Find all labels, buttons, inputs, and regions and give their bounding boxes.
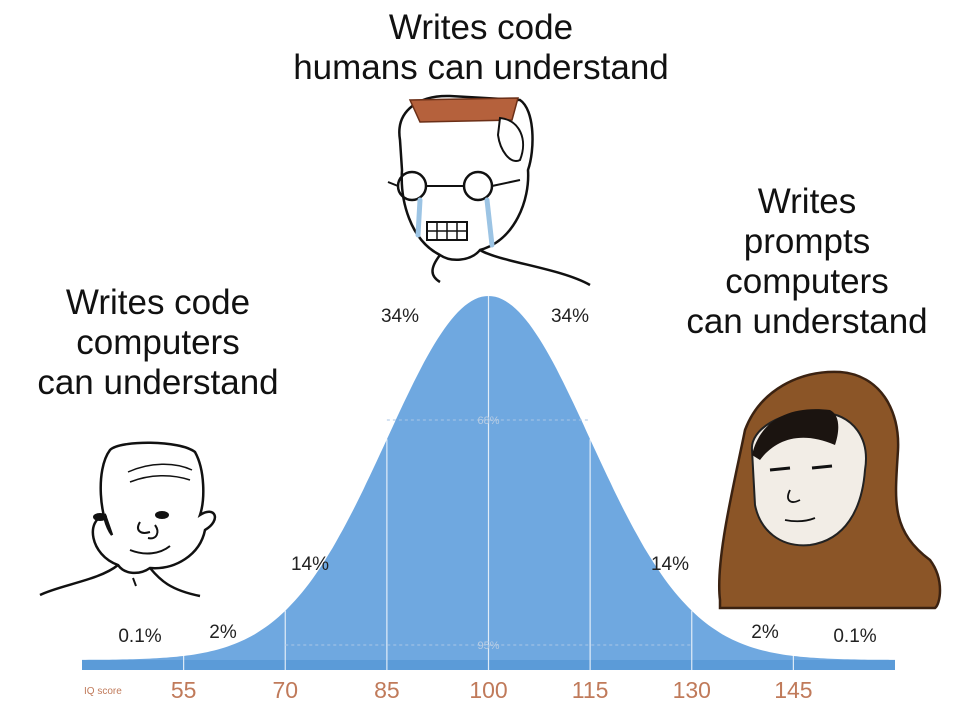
caption-line: Writes code xyxy=(388,8,574,47)
x-tick-label: 130 xyxy=(673,677,711,703)
band-percent-label: 0.1% xyxy=(833,626,876,647)
band-percent-label: 34% xyxy=(551,306,589,327)
caption-top-nerd: Writes code humans can understand xyxy=(0,8,962,88)
caption-line: humans can understand xyxy=(293,48,669,87)
interval-label: 68% xyxy=(477,415,499,427)
caption-right-hooded: Writes prompts computers can understand xyxy=(662,182,952,342)
band-percent-label: 2% xyxy=(751,622,779,643)
band-percent-label: 14% xyxy=(291,554,329,575)
x-tick-label: 70 xyxy=(272,677,298,703)
caption-line: computers xyxy=(76,323,240,362)
band-percent-label: 2% xyxy=(209,622,237,643)
band-percent-label: 0.1% xyxy=(118,626,161,647)
hooded-wojak-drawing xyxy=(718,370,942,610)
caption-line: can understand xyxy=(686,302,928,341)
caption-left-simple: Writes code computers can understand xyxy=(8,283,308,403)
interval-label: 95% xyxy=(477,640,499,652)
caption-line: can understand xyxy=(37,363,279,402)
band-percent-label: 14% xyxy=(651,554,689,575)
caption-line: Writes xyxy=(757,182,857,221)
band-percent-label: 34% xyxy=(381,306,419,327)
nerd-wojak-drawing xyxy=(387,94,591,287)
caption-line: prompts xyxy=(743,222,871,261)
caption-line: computers xyxy=(725,262,889,301)
x-tick-label: 55 xyxy=(171,677,197,703)
x-tick-label: 115 xyxy=(572,677,609,703)
x-tick-label: 100 xyxy=(469,677,507,703)
x-tick-label: 85 xyxy=(374,677,400,703)
simple-wojak-drawing xyxy=(39,441,217,598)
caption-line: Writes code xyxy=(65,283,251,322)
x-axis-title: IQ score xyxy=(84,686,122,697)
x-tick-label: 145 xyxy=(774,677,812,703)
